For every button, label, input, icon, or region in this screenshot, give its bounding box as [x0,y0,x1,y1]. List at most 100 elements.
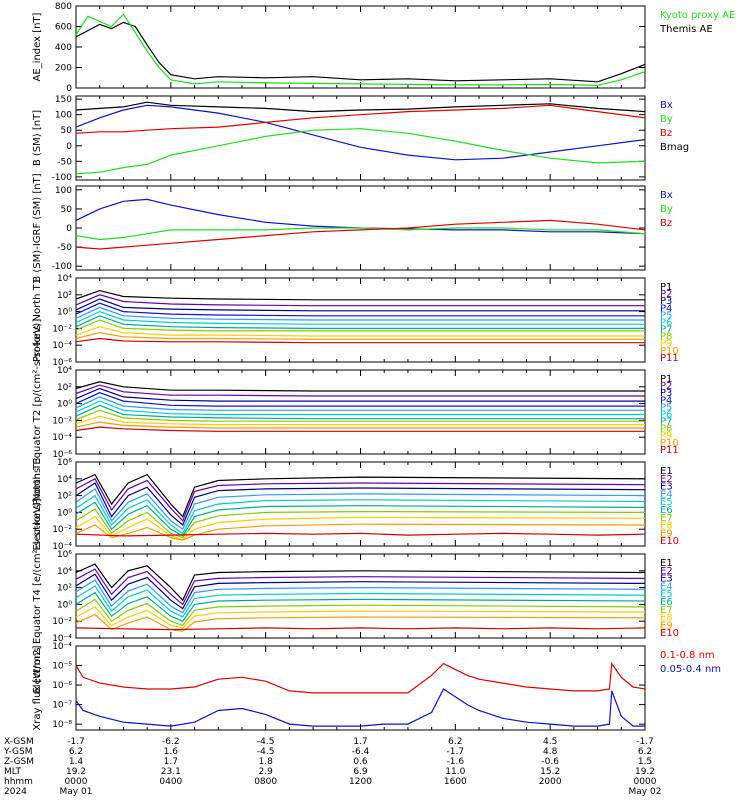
footer-cell: 0400 [159,777,182,787]
panel-en: 10⁻⁴ 10⁻² 10⁰ 10² 10⁴ 10⁶ Electrons North T3 E1… [32,457,679,552]
footer-row-label: X-GSM [4,737,34,747]
legend-entry: E6 [660,597,673,608]
legend-entry: E2 [660,566,673,577]
y-tick-label: 10² [57,383,72,393]
footer-ephemeris: X-GSMY-GSMZ-GSMMLThhmm2024-1.76.21.419.2… [3,737,661,797]
series-themis-ae [75,21,646,83]
legend-entry: E5 [660,589,673,600]
legend-entry: 0.05-0.4 nm [660,664,721,675]
legend-entry: P4 [660,395,672,406]
legend-entry: E8 [660,521,673,532]
legend-entry: P1 [660,374,672,385]
y-tick-label: 100 [55,186,72,196]
y-tick-label: 10⁴ [57,366,72,376]
series-e10 [75,627,646,631]
footer-cell: 0.6 [353,757,368,767]
y-axis-label: B (SM) [nT] [32,110,43,166]
legend-entry: P8 [660,424,672,435]
series-e2 [75,568,646,606]
legend-entry: E9 [660,528,673,539]
legend-entry: E8 [660,613,673,624]
y-tick-label: -50 [57,157,72,167]
footer-cell: 19.2 [66,767,86,777]
series-e8 [75,515,646,540]
panel-bsm: -100 -50 0 50 100 150 B (SM) [nT] Bx By Bz Bmag [32,95,689,183]
series-p6 [75,400,645,416]
y-tick-label: 10⁻⁴ [52,634,72,644]
y-axis-label: Electrons North T3 [32,457,43,550]
series-p9 [75,415,645,426]
panel-xray: 10⁻⁸ 10⁻⁷ 10⁻⁶ 10⁻⁵ 10⁻⁴ Xray flux [W/m2] 0.1-… [32,642,721,731]
legend-entry: P9 [660,431,672,442]
series-e10 [75,532,646,537]
footer-row-label: MLT [4,767,22,777]
legend-entry: P8 [660,332,672,343]
series-p1 [75,381,645,392]
y-tick-label: 10⁻⁵ [52,662,72,672]
legend-entry: P5 [660,310,672,321]
footer-cell: -4.5 [257,737,275,747]
y-tick-label: 10⁶ [57,550,72,560]
series-p3 [75,298,645,312]
footer-cell: -6.2 [162,737,180,747]
panel-ae: 0 200 400 600 800 AE_index [nT] Kyoto proxy AE… [32,2,735,94]
footer-cell: 19.2 [635,767,655,777]
footer-cell: 1.8 [259,757,274,767]
legend-entry: P9 [660,339,672,350]
y-tick-label: 10⁻² [52,525,72,535]
series-p10 [75,331,645,340]
panel-ee: 10⁻⁴ 10⁻² 10⁰ 10² 10⁴ 10⁶ Electrons Equator T4… [32,498,679,693]
y-tick-label: -100 [52,262,73,272]
y-axis-label: AE_index [nT] [32,12,43,81]
series-e8 [75,606,646,629]
series-bz [75,219,646,250]
series-e6 [75,591,646,622]
legend-entry: P11 [660,445,679,456]
y-tick-label: 10⁻² [52,324,72,334]
series-e4 [75,488,646,531]
legend-entry: Themis AE [659,24,713,35]
legend-entry: E2 [660,474,673,485]
panel-bres: -100 -50 0 50 100 B (SM)-IGRF (SM) [nT] Bx By Bz [32,173,673,282]
footer-cell: May 02 [629,787,662,797]
legend-entry: E3 [660,574,673,585]
footer-cell: 6.2 [69,747,83,757]
y-tick-label: 10⁻⁴ [52,542,72,552]
y-axis-label: Electrons Equator T4 [e/(cm²-s-sr-keV)] [32,498,43,693]
panel-frame [75,369,646,455]
y-tick-label: 10⁰ [57,308,72,318]
footer-cell: -4.5 [257,747,275,757]
series-p11 [75,426,645,432]
series-e6 [75,501,646,537]
footer-cell: 1.7 [353,737,367,747]
legend-entry: E1 [660,558,673,569]
legend-entry: E7 [660,513,673,524]
series-e9 [75,523,646,541]
legend-entry: P10 [660,438,679,449]
legend-entry: E9 [660,620,673,631]
series-bx [75,104,646,161]
legend-entry: E7 [660,605,673,616]
legend-entry: P2 [660,381,672,392]
panel-frame [75,95,646,181]
series-p10 [75,421,645,429]
footer-cell: 1.7 [164,757,178,767]
footer-cell: 0800 [254,777,277,787]
y-tick-label: 10⁰ [57,400,72,410]
series-e9 [75,613,646,632]
footer-cell: 6.9 [353,767,368,777]
footer-cell: 1.5 [638,757,652,767]
legend-entry: P11 [660,353,679,364]
legend-entry: E5 [660,497,673,508]
series-kyoto-proxy-ae [75,13,646,87]
series-p1 [75,289,645,301]
y-tick-label: 10⁻⁴ [52,433,72,443]
legend-entry: P6 [660,317,672,328]
legend-entry: E4 [660,489,673,500]
y-tick-label: 400 [55,43,72,53]
legend-entry: By [660,114,673,125]
legend-entry: Kyoto proxy AE [660,10,735,21]
legend-entry: P6 [660,409,672,420]
series-p3 [75,387,645,402]
legend-entry: P2 [660,289,672,300]
